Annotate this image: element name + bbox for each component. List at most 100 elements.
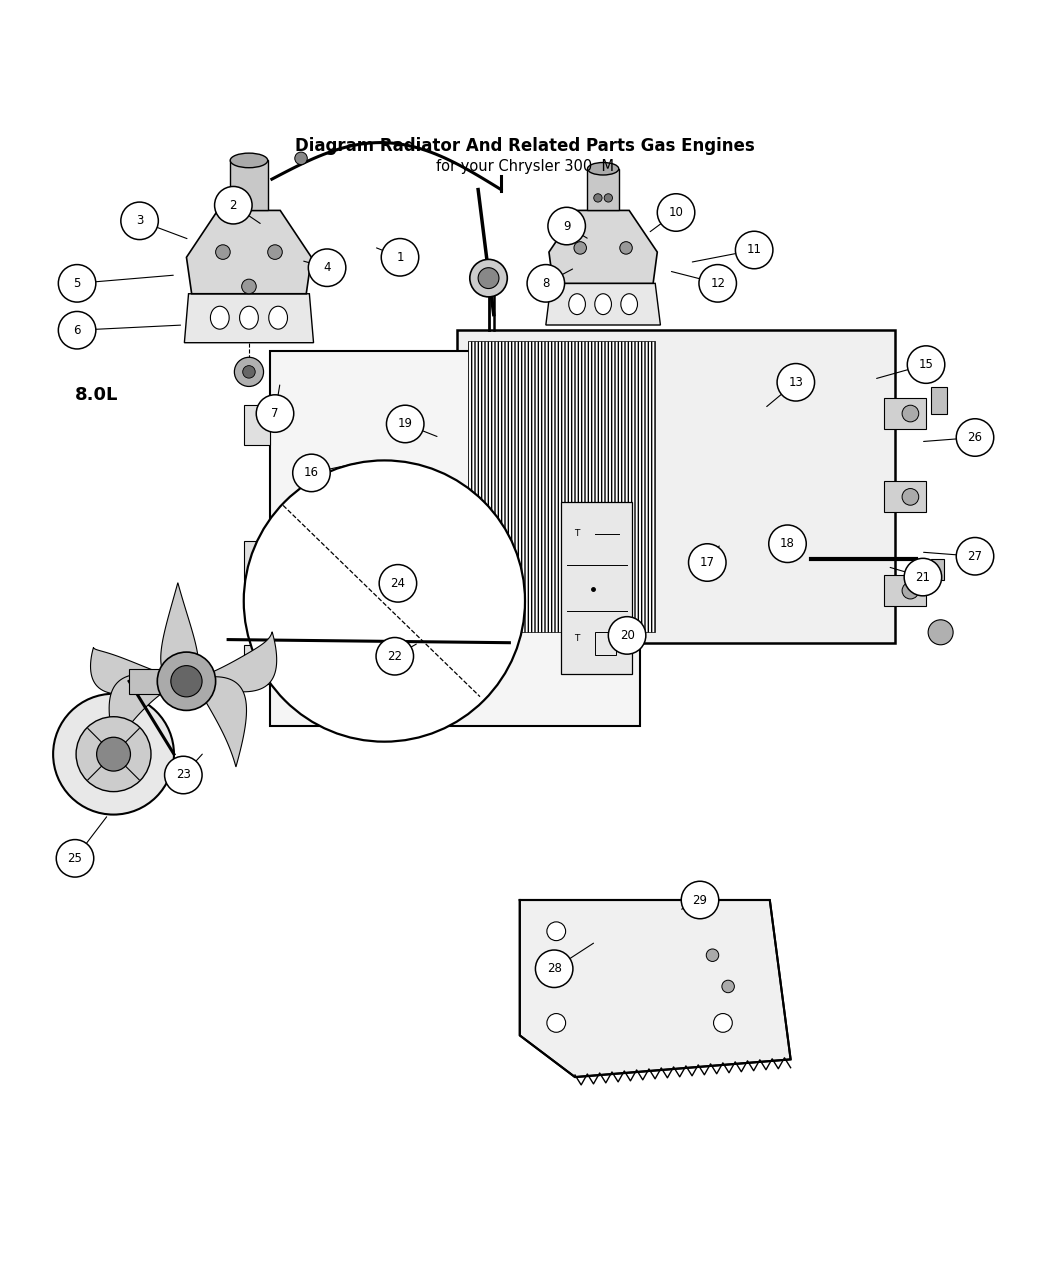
Bar [244,645,270,685]
Circle shape [689,543,726,581]
Circle shape [76,717,151,792]
Bar [244,541,270,580]
Text: 15: 15 [919,358,933,371]
Circle shape [256,395,294,432]
Circle shape [907,346,945,384]
Circle shape [478,268,499,288]
Ellipse shape [269,306,288,329]
Circle shape [769,525,806,562]
Bar [458,330,895,643]
Text: 11: 11 [747,244,761,256]
Ellipse shape [230,153,268,168]
Circle shape [657,194,695,231]
Circle shape [386,405,424,442]
Circle shape [293,454,330,492]
Circle shape [707,949,719,961]
Ellipse shape [569,293,586,315]
Circle shape [547,1014,566,1033]
Circle shape [97,737,130,771]
Circle shape [574,242,587,254]
Text: 18: 18 [780,537,795,551]
Circle shape [548,208,586,245]
Text: 3: 3 [135,214,143,227]
Circle shape [268,245,282,259]
Text: 7: 7 [271,407,278,419]
Text: 16: 16 [303,467,319,479]
Circle shape [904,558,942,595]
Circle shape [902,583,919,599]
Polygon shape [185,293,314,343]
Circle shape [777,363,815,402]
Text: 24: 24 [391,576,405,590]
Text: 29: 29 [693,894,708,907]
Text: 19: 19 [398,417,413,431]
Circle shape [171,666,202,697]
Text: 2: 2 [230,199,237,212]
Circle shape [59,265,96,302]
Text: 5: 5 [74,277,81,289]
Text: 8: 8 [542,277,549,289]
Circle shape [681,881,719,919]
Ellipse shape [239,306,258,329]
Circle shape [469,259,507,297]
Ellipse shape [621,293,637,315]
Bar [931,388,947,413]
Circle shape [379,565,417,602]
Circle shape [902,488,919,505]
Circle shape [527,265,565,302]
Circle shape [295,152,308,164]
Bar [884,398,926,430]
Circle shape [121,201,159,240]
Text: 25: 25 [67,852,83,864]
Ellipse shape [594,293,611,315]
Bar [588,168,618,210]
Text: T: T [574,529,580,538]
Circle shape [59,311,96,349]
Text: 17: 17 [699,556,715,569]
Circle shape [165,756,202,794]
Bar [230,161,268,210]
Circle shape [957,538,993,575]
Circle shape [381,238,419,277]
Circle shape [735,231,773,269]
Circle shape [957,418,993,456]
Polygon shape [161,583,198,682]
Circle shape [214,186,252,224]
Text: 22: 22 [387,650,402,663]
Circle shape [536,950,573,988]
Circle shape [309,249,345,287]
Polygon shape [549,210,657,283]
Polygon shape [520,900,791,1077]
Circle shape [158,652,215,710]
Circle shape [54,694,174,815]
Circle shape [547,922,566,941]
Text: 12: 12 [710,277,726,289]
Circle shape [376,638,414,674]
Circle shape [721,980,734,993]
Ellipse shape [588,162,618,175]
Polygon shape [109,674,187,751]
Circle shape [57,839,93,877]
Text: 27: 27 [967,550,983,562]
Bar [244,405,270,445]
Text: 13: 13 [789,376,803,389]
Bar [594,632,615,655]
Circle shape [928,620,953,645]
Text: 9: 9 [563,219,570,232]
Bar [129,669,184,694]
Circle shape [604,194,612,201]
Text: 4: 4 [323,261,331,274]
Circle shape [608,617,646,654]
Text: 10: 10 [669,207,684,219]
Polygon shape [546,283,660,325]
Circle shape [593,194,602,201]
Text: 23: 23 [176,769,191,782]
Text: 28: 28 [547,963,562,975]
Bar [884,481,926,513]
Circle shape [243,366,255,379]
Polygon shape [187,210,312,293]
Circle shape [242,279,256,293]
Bar [931,560,944,580]
Bar [562,502,632,674]
Circle shape [620,242,632,254]
